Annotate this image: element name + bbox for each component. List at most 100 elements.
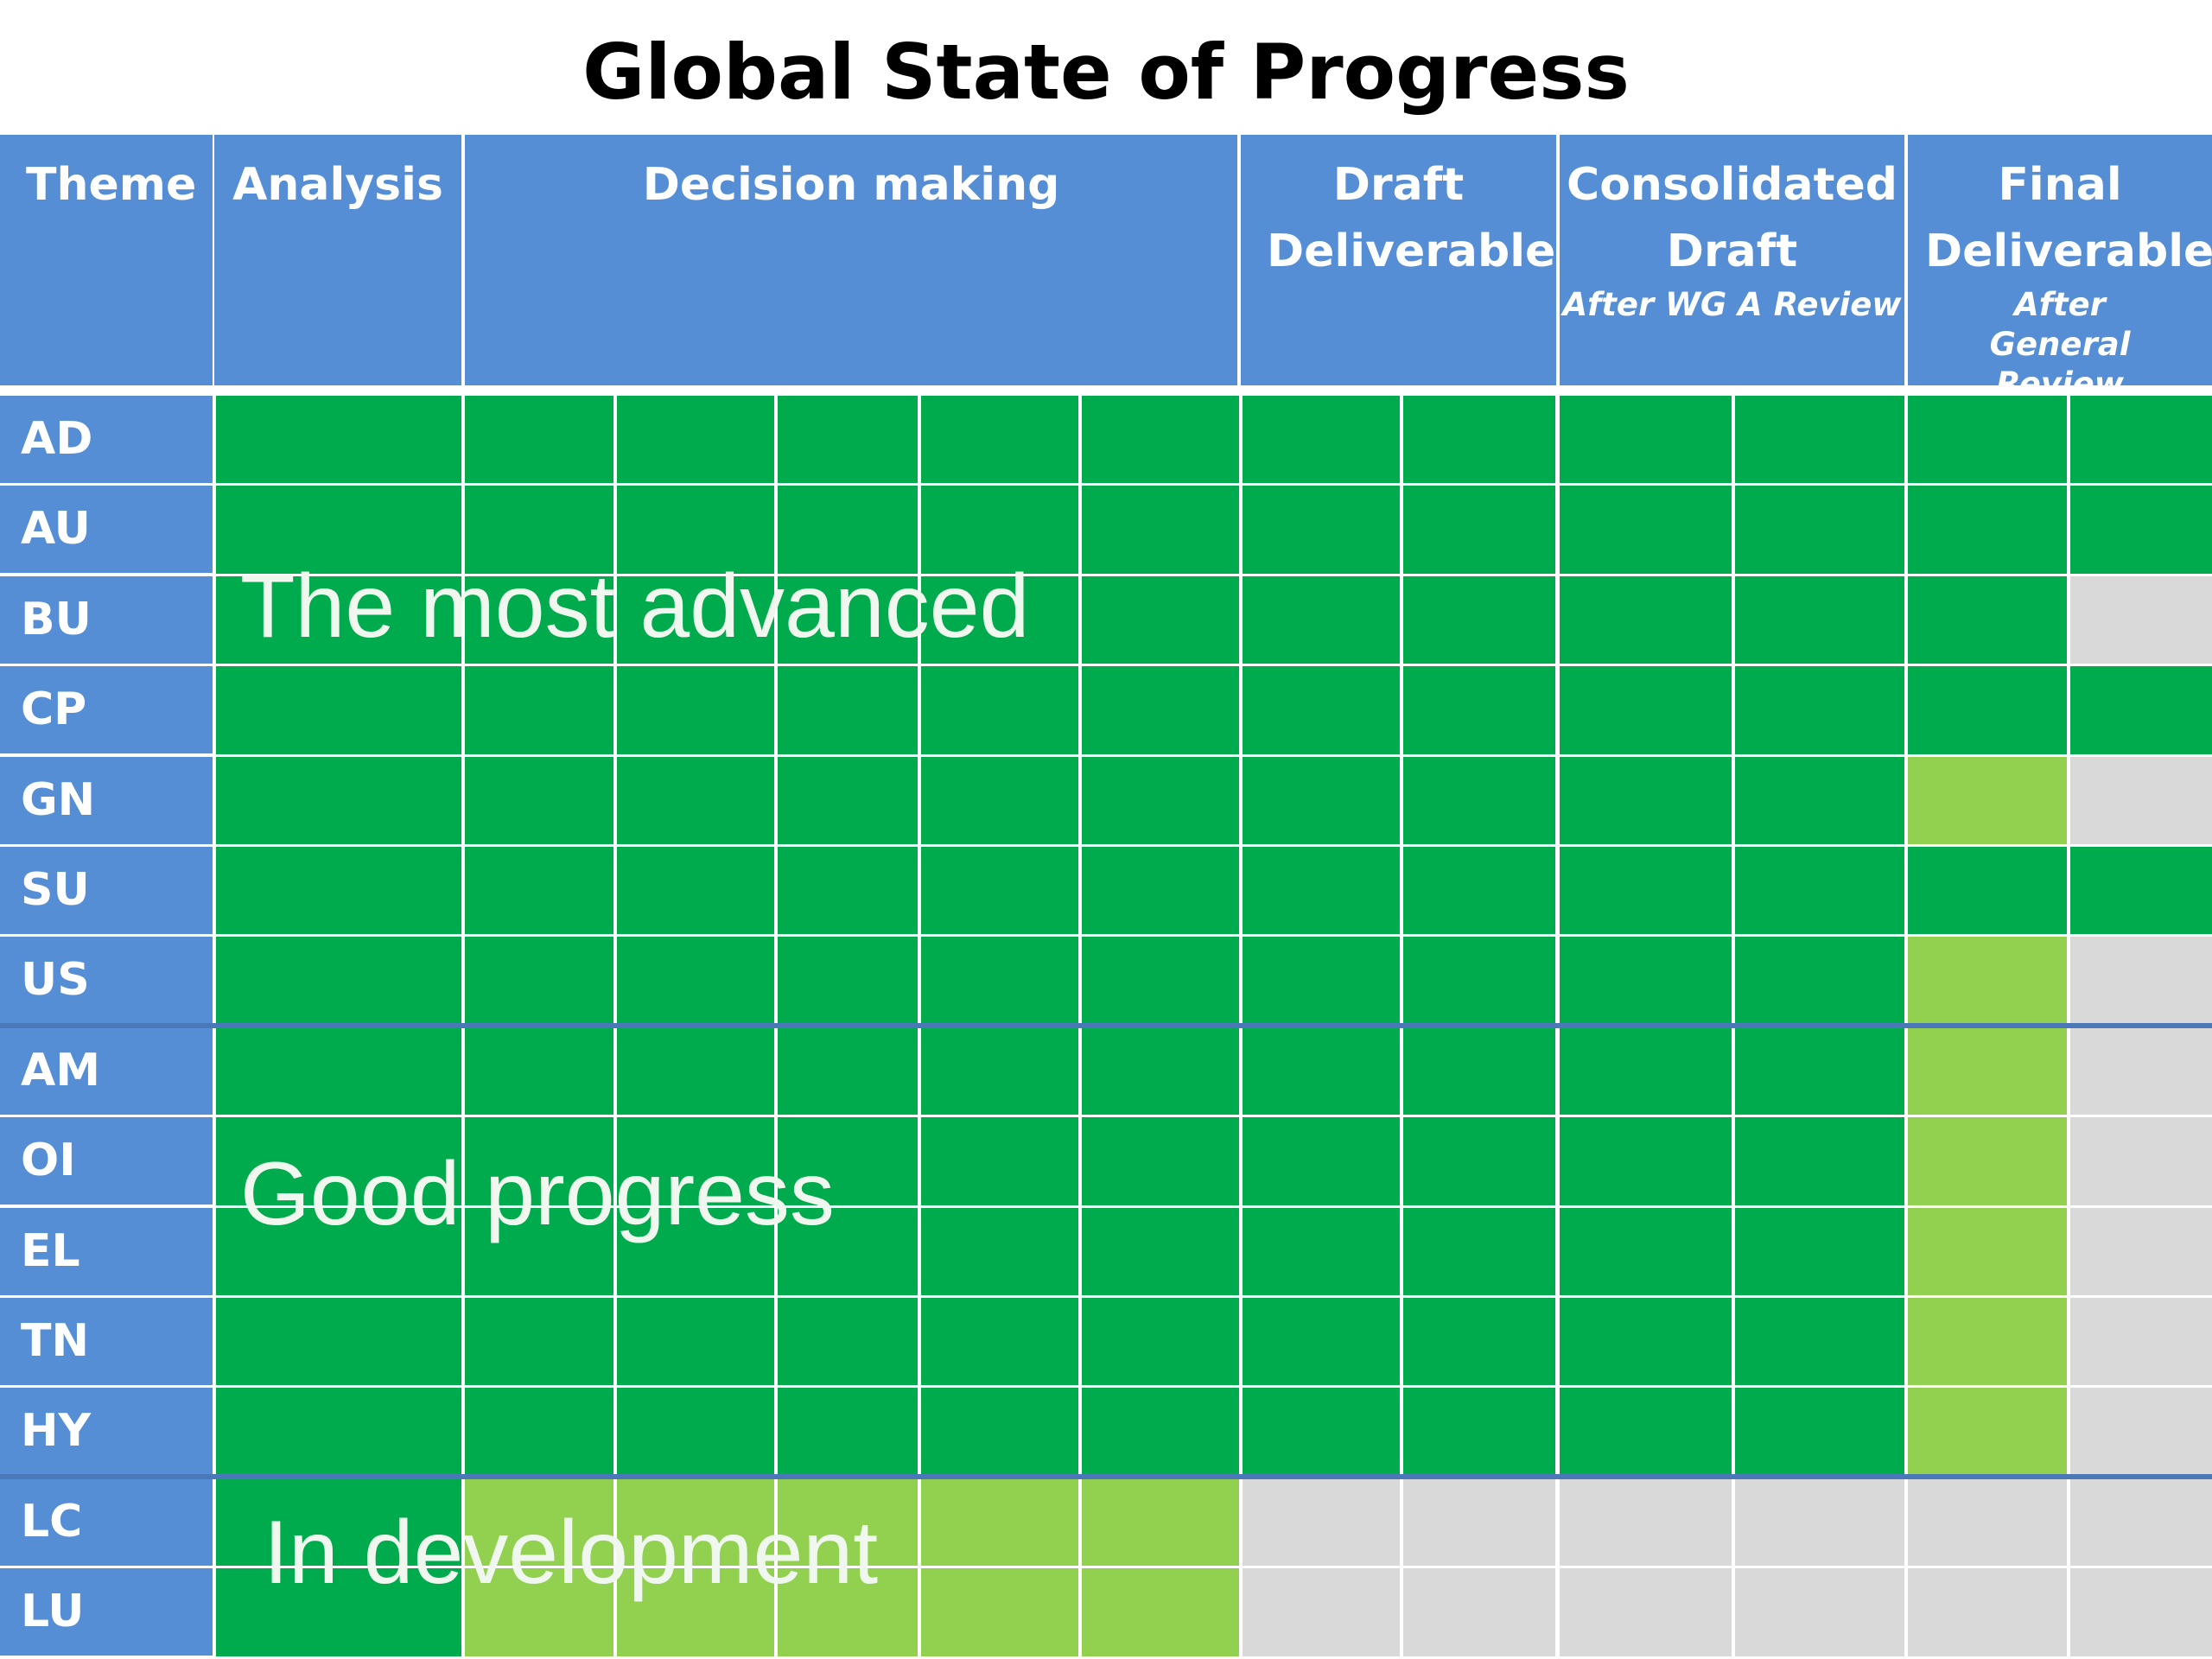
status-cell [1402,1207,1555,1295]
status-cell [919,1117,1078,1205]
status-cell [2069,666,2212,754]
status-cell [2069,847,2212,935]
status-cell [1560,1027,1732,1116]
status-cell [1560,937,1732,1025]
status-cell [919,575,1078,664]
status-cell [1080,1027,1239,1116]
header-consolidated-draft: Consolidated Draft After WG A Review [1560,135,1904,385]
status-cell [463,666,613,754]
status-cell [463,396,613,484]
status-cell [2069,1568,2212,1656]
group-separator [0,1473,2212,1479]
status-cell [776,756,918,844]
status-cell [1402,1117,1555,1205]
header-final-deliverable: Final Deliverable After General Review [1908,135,2212,403]
status-cell [1080,1117,1239,1205]
status-cell [1733,1027,1904,1116]
status-cell [615,1298,774,1386]
status-cell [2069,486,2212,574]
status-cell [214,1568,461,1656]
status-cell [615,756,774,844]
theme-label-am: AM [0,1027,213,1115]
status-cell [615,1207,774,1295]
header-label: Decision making [642,159,1060,211]
theme-label-ad: AD [0,396,213,483]
status-cell [1241,1117,1400,1205]
status-cell [1906,1388,2067,1476]
status-cell [1402,1298,1555,1386]
status-cell [463,1027,613,1116]
status-cell [2069,396,2212,484]
status-cell [1560,666,1732,754]
status-cell [1906,847,2067,935]
status-cell [776,396,918,484]
status-cell [919,847,1078,935]
status-cell [776,575,918,664]
status-cell [2069,575,2212,664]
theme-label-us: US [0,937,213,1025]
status-cell [1241,1388,1400,1476]
status-cell [1906,666,2067,754]
status-cell [919,1298,1078,1386]
status-cell [776,486,918,574]
status-cell [1560,575,1732,664]
status-cell [1733,1207,1904,1295]
status-cell [214,1027,461,1116]
header-sublabel: After General Review [1989,286,2131,403]
status-cell [615,937,774,1025]
status-cell [2069,1478,2212,1567]
status-cell [1402,1478,1555,1567]
status-cell [1402,756,1555,844]
header-decision-making: Decision making [465,135,1237,385]
status-cell [214,666,461,754]
status-cell [1733,1478,1904,1567]
status-cell [463,756,613,844]
status-cell [1560,1478,1732,1567]
status-cell [1906,396,2067,484]
header-analysis: Analysis [214,135,461,385]
status-cell [1906,1207,2067,1295]
status-cell [463,1298,613,1386]
status-cell [463,1117,613,1205]
status-cell [919,1027,1078,1116]
status-cell [214,847,461,935]
status-cell [776,1117,918,1205]
status-cell [776,666,918,754]
status-cell [1733,1117,1904,1205]
status-cell [1241,575,1400,664]
theme-label-lu: LU [0,1568,213,1656]
group-label: In development [264,1503,879,1603]
status-cell [1733,1388,1904,1476]
status-cell [1241,1298,1400,1386]
status-cell [1906,486,2067,574]
status-cell [1080,1298,1239,1386]
group-label: Good progress [240,1144,835,1244]
theme-label-oi: OI [0,1117,213,1205]
status-cell [214,1388,461,1476]
status-cell [1241,1568,1400,1656]
status-cell [1241,1027,1400,1116]
status-cell [1080,847,1239,935]
status-cell [1560,1298,1732,1386]
status-cell [2069,1207,2212,1295]
theme-label-au: AU [0,486,213,574]
status-cell [615,575,774,664]
theme-label-lc: LC [0,1478,213,1566]
status-cell [1733,396,1904,484]
status-cell [1080,486,1239,574]
status-cell [463,1478,613,1567]
status-cell [214,575,461,664]
header-theme: Theme [0,135,213,385]
status-cell [2069,1298,2212,1386]
status-cell [1560,1207,1732,1295]
theme-label-el: EL [0,1207,213,1295]
status-cell [615,1478,774,1567]
status-cell [776,1388,918,1476]
status-cell [919,396,1078,484]
status-cell [463,575,613,664]
status-cell [1560,847,1732,935]
status-cell [919,937,1078,1025]
status-cell [1241,396,1400,484]
status-cell [1733,937,1904,1025]
status-cell [919,1207,1078,1295]
